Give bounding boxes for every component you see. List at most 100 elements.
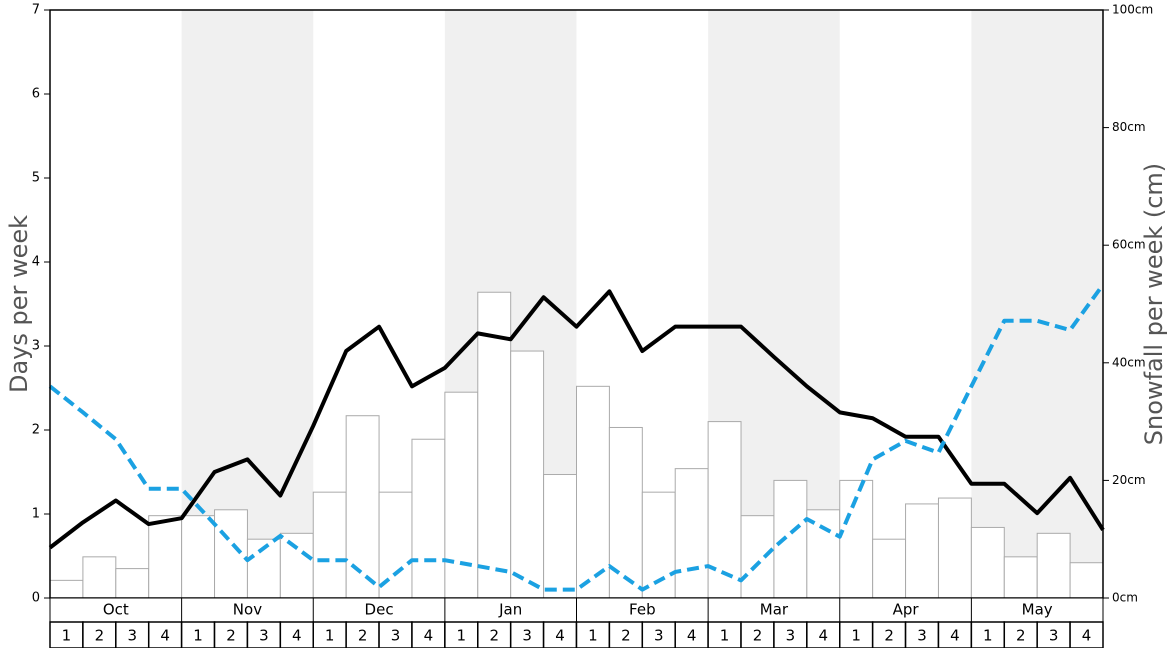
week-cell <box>378 621 413 648</box>
x-tick-label: 4 <box>950 627 960 645</box>
y-tick-label: 4 <box>32 255 40 270</box>
x-tick-label: 1 <box>983 627 993 645</box>
bar <box>49 579 84 599</box>
x-tick-label: 1 <box>720 627 730 645</box>
bar <box>674 468 709 599</box>
bar <box>1003 556 1038 599</box>
bar <box>773 479 808 599</box>
line-series <box>48 289 1105 550</box>
bar <box>1069 562 1104 599</box>
bar <box>970 526 1005 599</box>
week-cell <box>82 621 117 648</box>
bar <box>937 497 972 599</box>
x-tick-label: 3 <box>391 627 401 645</box>
week-cell <box>509 621 545 648</box>
y2-tick-label: 80cm <box>1112 120 1146 134</box>
x-tick-label: 3 <box>654 627 664 645</box>
bar <box>740 515 775 599</box>
week-cell <box>542 621 578 648</box>
y2-tick-label: 100cm <box>1112 3 1153 17</box>
x-tick-label: 2 <box>489 627 499 645</box>
line-series <box>48 283 1105 592</box>
bar <box>345 415 380 599</box>
x-tick-label: 1 <box>62 627 72 645</box>
x-tick-label: 3 <box>917 627 927 645</box>
month-label: May <box>1022 601 1053 619</box>
x-tick-label: 4 <box>555 627 565 645</box>
bar <box>806 509 841 599</box>
week-cell <box>707 621 742 648</box>
x-tick-label: 2 <box>1016 627 1026 645</box>
week-cell <box>839 621 874 648</box>
y2-tick-label: 20cm <box>1112 473 1146 487</box>
x-tick-label: 4 <box>819 627 829 645</box>
month-label: Oct <box>103 601 129 619</box>
x-tick-label: 4 <box>424 627 434 645</box>
week-cell <box>180 621 216 648</box>
week-cell <box>871 621 907 648</box>
month-label: Jan <box>498 601 522 619</box>
bar <box>181 515 216 599</box>
bar <box>312 491 347 599</box>
x-tick-label: 2 <box>95 627 105 645</box>
month-label: Nov <box>233 601 262 619</box>
x-tick-label: 2 <box>358 627 368 645</box>
x-tick-label: 4 <box>687 627 697 645</box>
month-label: Feb <box>629 601 656 619</box>
x-tick-label: 4 <box>1082 627 1092 645</box>
y2-axis-label: Snowfall per week (cm) <box>1140 163 1168 445</box>
week-cell <box>740 621 775 648</box>
week-cell <box>575 621 611 648</box>
y2-tick-label: 0cm <box>1112 591 1138 605</box>
y-tick-label: 1 <box>32 507 40 522</box>
month-label: Apr <box>893 601 920 619</box>
week-cell <box>213 621 249 648</box>
y2-tick-label: 40cm <box>1112 355 1146 369</box>
y2-tick-label: 60cm <box>1112 238 1146 252</box>
x-tick-label: 3 <box>786 627 796 645</box>
bar <box>872 538 907 599</box>
x-tick-label: 3 <box>1049 627 1059 645</box>
bar <box>444 391 479 599</box>
x-tick-label: 1 <box>588 627 598 645</box>
x-tick-label: 1 <box>325 627 335 645</box>
bar <box>148 515 183 599</box>
bar <box>1036 532 1071 599</box>
x-tick-label: 1 <box>193 627 203 645</box>
bar <box>576 385 610 599</box>
y-tick-label: 2 <box>32 423 40 438</box>
bar <box>115 568 150 599</box>
x-tick-label: 1 <box>851 627 861 645</box>
x-tick-label: 4 <box>292 627 302 645</box>
bar <box>214 509 248 599</box>
bar <box>510 350 545 599</box>
x-tick-label: 4 <box>160 627 170 645</box>
x-tick-label: 3 <box>522 627 532 645</box>
x-tick-label: 1 <box>457 627 467 645</box>
week-cell <box>1036 621 1071 648</box>
y-tick-label: 7 <box>32 3 40 18</box>
bar <box>279 532 314 599</box>
week-cell <box>1003 621 1038 648</box>
y-tick-label: 3 <box>32 339 40 354</box>
y-tick-label: 5 <box>32 171 40 186</box>
week-cell <box>246 621 282 648</box>
x-tick-label: 2 <box>884 627 894 645</box>
x-tick-label: 2 <box>621 627 631 645</box>
x-tick-label: 2 <box>753 627 763 645</box>
bar <box>905 503 939 599</box>
x-tick-label: 2 <box>226 627 236 645</box>
month-label: Dec <box>365 601 394 619</box>
x-tick-label: 3 <box>259 627 269 645</box>
week-cell <box>1069 621 1104 648</box>
month-band <box>971 10 1103 598</box>
bar <box>82 556 117 599</box>
bar <box>608 426 643 599</box>
bar <box>411 438 446 599</box>
y-tick-label: 0 <box>32 591 40 606</box>
y-tick-label: 6 <box>32 87 40 102</box>
month-band <box>181 10 314 598</box>
month-label: Mar <box>760 601 789 619</box>
bar <box>543 474 577 599</box>
